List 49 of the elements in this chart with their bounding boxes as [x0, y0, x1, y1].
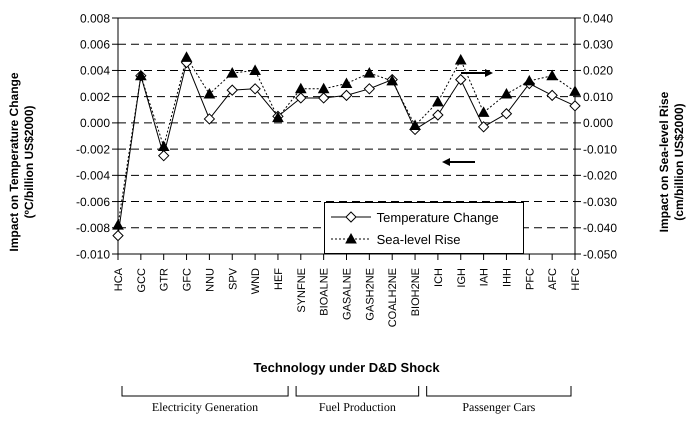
x-tick-label: GFC [182, 268, 194, 292]
y2-tick-label: -0.010 [583, 142, 618, 156]
y-tick-label: 0.002 [80, 90, 110, 104]
y2-tick-label: -0.020 [583, 168, 618, 183]
x-tick-label: COALH2NE [387, 268, 400, 328]
x-tick-label: SPV [227, 267, 240, 290]
y-tick-label: 0.008 [80, 11, 110, 26]
y2-tick-label: 0.020 [583, 64, 614, 78]
x-tick-label: IGH [456, 268, 468, 288]
x-tick-label: GTR [158, 268, 171, 292]
x-tick-label: GASALNE [342, 268, 354, 320]
x-tick-label: PFC [524, 268, 536, 290]
text: Fuel Production [318, 400, 396, 414]
x-tick-label: GCC [136, 268, 148, 292]
y2-tick-label: 0.030 [583, 37, 614, 52]
x-tick-label: GASH2NE [364, 268, 376, 321]
text: Passenger Cars [462, 400, 536, 414]
x-tick-label: ICH [432, 268, 445, 287]
y-tick-label: -0.004 [76, 168, 110, 183]
y2-tick-label: 0.040 [583, 11, 614, 26]
x-tick-label: BIOH2NE [410, 268, 422, 316]
y2-tick-label: 0.000 [583, 116, 614, 130]
y2-tick-label: -0.050 [583, 247, 618, 262]
x-tick-label: IAH [478, 268, 491, 286]
x-tick-label: HEF [272, 268, 285, 290]
x-tick-label: IHH [501, 268, 514, 287]
x-tick-label: HCA [113, 267, 125, 292]
y-tick-label: -0.008 [76, 221, 110, 236]
legend-label: Sea-level Rise [376, 232, 460, 247]
x-tick-label: AFC [547, 268, 560, 290]
text: Electricity Generation [152, 400, 258, 414]
x-tick-label: HFC [570, 268, 582, 291]
y2-tick-label: 0.010 [583, 90, 614, 104]
y-tick-label: 0.000 [80, 116, 110, 130]
x-tick-label: BIOALNE [318, 268, 331, 316]
y2-axis-title: Impact on Sea-level Rise (cm/billion US$2000) [657, 92, 687, 232]
y-axis-title: Impact on Temperature Change (ºC/billion US$2000) [7, 72, 37, 252]
x-tick-label: NNU [204, 268, 216, 292]
y2-tick-label: -0.030 [583, 194, 618, 209]
y-tick-label: -0.002 [76, 142, 110, 156]
y-tick-label: 0.004 [80, 64, 110, 78]
y-tick-label: 0.006 [80, 37, 110, 52]
y2-tick-label: -0.040 [583, 221, 618, 236]
y-tick-label: -0.010 [76, 247, 110, 262]
x-axis-title: Technology under D&D Shock [253, 360, 440, 375]
y-tick-label: -0.006 [76, 194, 110, 209]
legend-label: Temperature Change [376, 210, 499, 225]
x-tick-label: WND [250, 268, 262, 294]
x-tick-label: SYNFNE [296, 268, 308, 313]
